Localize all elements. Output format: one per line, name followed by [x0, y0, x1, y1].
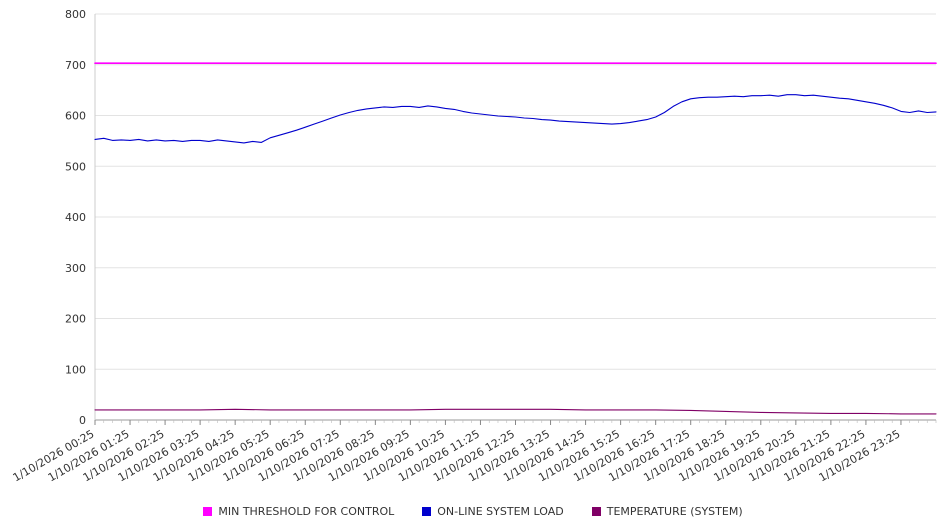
y-axis-tick-label: 700: [65, 59, 86, 72]
legend-item: MIN THRESHOLD FOR CONTROL: [203, 505, 394, 518]
y-axis-tick-label: 500: [65, 160, 86, 173]
legend-label: TEMPERATURE (SYSTEM): [606, 504, 743, 518]
y-axis-tick-label: 800: [65, 8, 86, 21]
legend-label: ON-LINE SYSTEM LOAD: [437, 504, 564, 518]
legend-swatch: [203, 506, 213, 516]
legend-item: ON-LINE SYSTEM LOAD: [422, 504, 564, 518]
chart-legend: MIN THRESHOLD FOR CONTROL ON-LINE SYSTEM …: [0, 496, 946, 526]
y-axis-tick-label: 0: [79, 414, 86, 427]
legend-swatch: [591, 506, 601, 516]
y-axis-tick-label: 400: [65, 211, 86, 224]
legend-item: TEMPERATURE (SYSTEM): [591, 504, 743, 518]
y-axis-tick-label: 100: [65, 363, 86, 376]
y-axis-tick-label: 200: [65, 313, 86, 326]
legend-swatch: [422, 506, 432, 516]
legend-label: MIN THRESHOLD FOR CONTROL: [218, 504, 395, 518]
y-axis-tick-label: 300: [65, 262, 86, 275]
series-line-temperature-system-: [94, 408, 937, 415]
series-line-on-line-system-load: [94, 94, 937, 144]
y-axis-tick-label: 600: [65, 110, 86, 123]
